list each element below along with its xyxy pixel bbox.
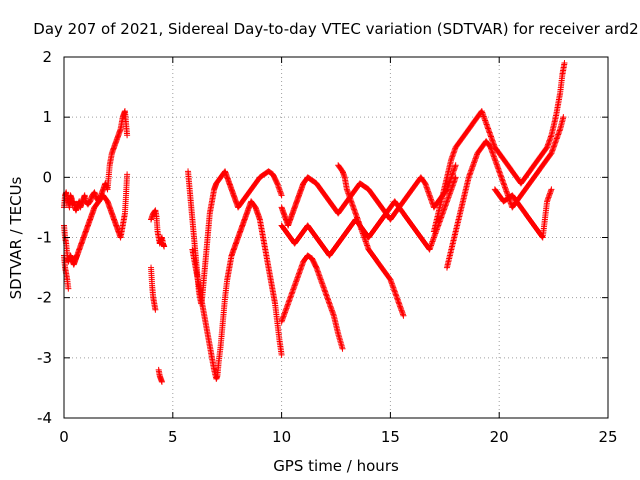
data-point-arc-m [561,60,568,67]
x-tick-label: 10 [272,428,291,446]
x-tick-label: 0 [59,428,69,446]
axis-ticks: 0 5 10 15 20 25 -4 -3 -2 -1 0 1 2 [37,48,618,446]
data-point-arc-d [161,243,168,250]
data-point-arc-e [152,306,159,313]
data-point-arc-n [560,114,567,121]
data-point-arc-g [278,192,285,199]
data-point-arc-k [339,345,346,352]
x-axis-label: GPS time / hours [273,457,399,475]
y-tick-label: -4 [37,409,52,427]
data-point-arc-h [278,351,285,358]
x-tick-label: 20 [490,428,509,446]
y-axis-label: SDTVAR / TECUs [7,176,25,299]
y-tick-label: -1 [37,229,52,247]
data-point-arc-c [65,285,72,292]
data-point-arc-l [452,174,459,181]
data-point-arc-i [452,162,459,169]
data-points [61,60,568,385]
data-point-arc-o [548,186,555,193]
x-tick-label: 15 [381,428,400,446]
y-tick-label: -2 [37,289,52,307]
data-point-arc-a [124,132,131,139]
y-tick-label: 0 [42,168,52,186]
grid-lines [64,57,608,418]
data-point-arc-j [400,312,407,319]
chart-title: Day 207 of 2021, Sidereal Day-to-day VTE… [33,20,638,38]
x-tick-label: 5 [168,428,178,446]
data-point-arc-f [158,378,165,385]
y-tick-label: -3 [37,349,52,367]
data-point-arc-o [538,233,545,240]
x-tick-label: 25 [598,428,617,446]
data-point-arc-b [124,171,131,178]
y-tick-label: 2 [42,48,52,66]
y-tick-label: 1 [42,108,52,126]
